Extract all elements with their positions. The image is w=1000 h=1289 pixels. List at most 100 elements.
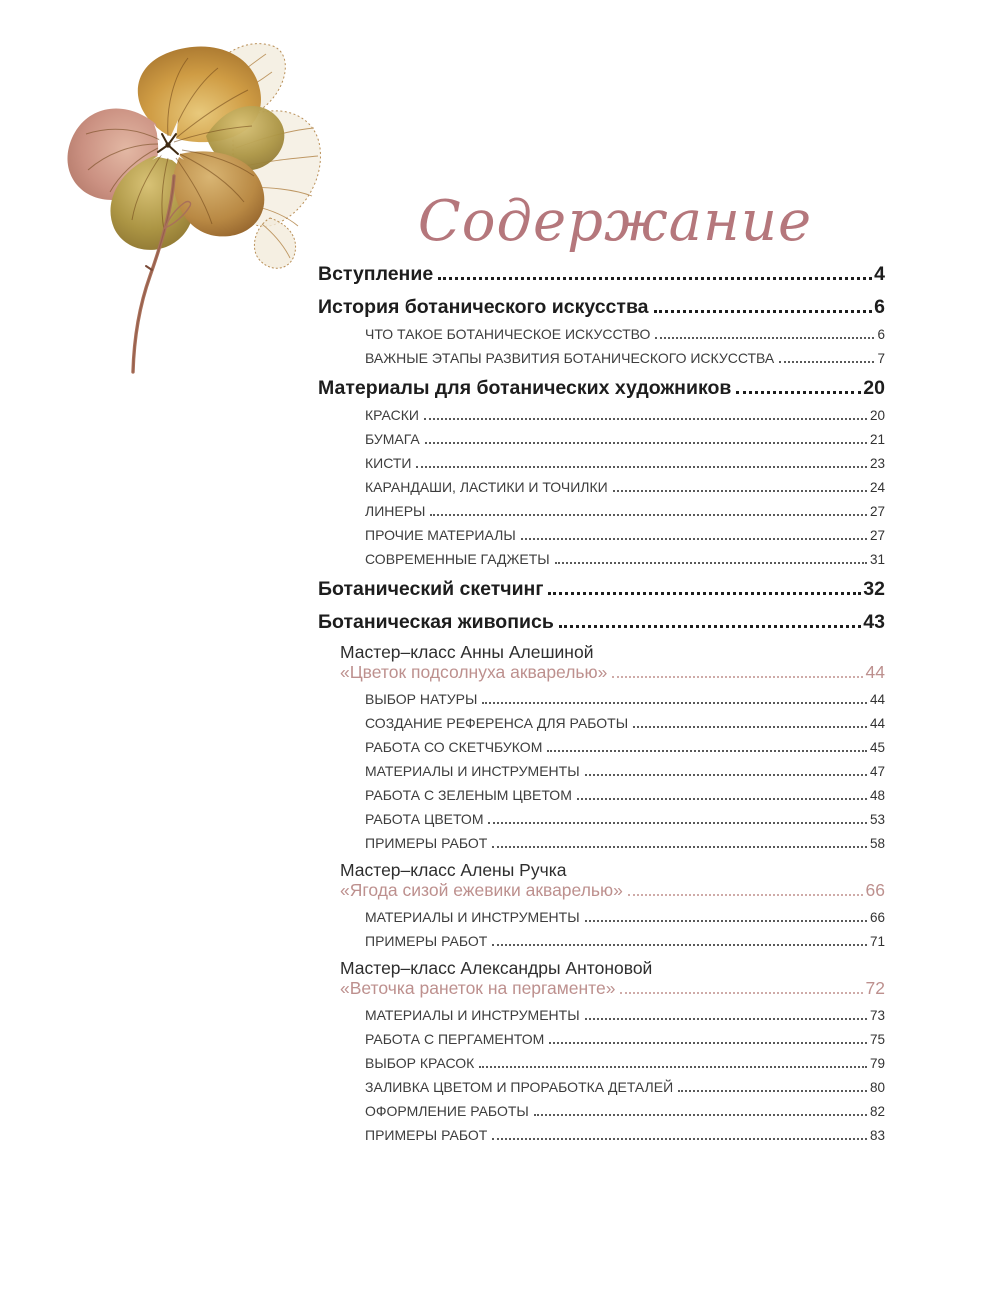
toc-entry: РАБОТА С ПЕРГАМЕНТОМ 75 [365, 1027, 885, 1051]
toc-page-number: 73 [869, 1007, 885, 1023]
toc-entry-label: Мастер–класс Алены Ручка [340, 860, 567, 880]
toc-entry: ПРИМЕРЫ РАБОТ 71 [365, 929, 885, 953]
toc-leader-dots [488, 821, 867, 824]
toc-entry-label: СОЗДАНИЕ РЕФЕРЕНСА ДЛЯ РАБОТЫ [365, 714, 629, 731]
toc-page-number: 24 [869, 479, 885, 495]
toc-entry-label: МАТЕРИАЛЫ И ИНСТРУМЕНТЫ [365, 1006, 580, 1023]
toc-entry: ВЫБОР КРАСОК 79 [365, 1051, 885, 1075]
toc-page-number: 58 [869, 835, 885, 851]
toc-entry-label: Ботанический скетчинг [318, 578, 544, 600]
toc-page-number: 80 [869, 1079, 885, 1095]
toc-entry: МАТЕРИАЛЫ И ИНСТРУМЕНТЫ 47 [365, 759, 885, 783]
toc-entry-label: РАБОТА С ЗЕЛЕНЫМ ЦВЕТОМ [365, 786, 572, 803]
toc-entry-label: История ботанического искусства [318, 296, 649, 318]
toc-entry-label: Ботаническая живопись [318, 611, 554, 633]
toc-entry-label: РАБОТА СО СКЕТЧБУКОМ [365, 738, 543, 755]
toc-page-number: 44 [869, 715, 885, 731]
toc-entry: ОФОРМЛЕНИЕ РАБОТЫ 82 [365, 1099, 885, 1123]
toc-page-number: 27 [869, 503, 885, 519]
toc-leader-dots [520, 537, 867, 540]
toc-leader-dots [479, 1065, 867, 1068]
toc-entry: ВЫБОР НАТУРЫ 44 [365, 687, 885, 711]
toc-entry: БУМАГА 21 [365, 427, 885, 451]
toc-entry: Мастер–класс Анны Алешиной [340, 637, 885, 662]
toc-entry: Вступление 4 [318, 256, 885, 289]
toc-leader-dots [627, 894, 863, 896]
toc-leader-dots [584, 773, 867, 776]
toc-entry-label: «Цветок подсолнуха акварелью» [340, 662, 608, 682]
toc-leader-dots [549, 1041, 867, 1044]
toc-leader-dots [430, 513, 867, 516]
toc-entry: ЗАЛИВКА ЦВЕТОМ И ПРОРАБОТКА ДЕТАЛЕЙ 80 [365, 1075, 885, 1099]
toc-entry-label: ВАЖНЫЕ ЭТАПЫ РАЗВИТИЯ БОТАНИЧЕСКОГО ИСКУ… [365, 349, 775, 366]
toc-page-number: 32 [863, 578, 885, 600]
toc-entry: РАБОТА СО СКЕТЧБУКОМ 45 [365, 735, 885, 759]
toc-page-number: 31 [869, 551, 885, 567]
toc-entry-label: ПРИМЕРЫ РАБОТ [365, 834, 488, 851]
toc-leader-dots [424, 441, 867, 444]
toc-page-number: 66 [865, 880, 885, 900]
toc-entry-label: Мастер–класс Анны Алешиной [340, 642, 594, 662]
toc-page-number: 72 [865, 978, 885, 998]
toc-leader-dots [492, 845, 867, 848]
toc-entry: Ботанический скетчинг 32 [318, 571, 885, 604]
toc-leader-dots [482, 701, 867, 704]
toc-page-number: 71 [869, 933, 885, 949]
toc-page-number: 53 [869, 811, 885, 827]
toc-page-number: 44 [869, 691, 885, 707]
toc-entry: РАБОТА С ЗЕЛЕНЫМ ЦВЕТОМ 48 [365, 783, 885, 807]
toc-leader-dots [554, 561, 867, 564]
toc-leader-dots [633, 725, 867, 728]
toc-entry: Ботаническая живопись 43 [318, 604, 885, 637]
toc-leader-dots [620, 992, 863, 994]
toc-entry-label: Материалы для ботанических художников [318, 377, 732, 399]
toc-page-number: 48 [869, 787, 885, 803]
toc-leader-dots [558, 625, 862, 628]
toc-entry: КАРАНДАШИ, ЛАСТИКИ И ТОЧИЛКИ 24 [365, 475, 885, 499]
toc-entry: МАТЕРИАЛЫ И ИНСТРУМЕНТЫ 73 [365, 1003, 885, 1027]
toc-entry-label: КРАСКИ [365, 406, 419, 423]
toc-entry: КИСТИ 23 [365, 451, 885, 475]
toc-leader-dots [584, 919, 867, 922]
toc-leader-dots [612, 489, 867, 492]
toc-entry: «Веточка ранеток на пергаменте» 72 [340, 978, 885, 1003]
toc-leader-dots [779, 360, 875, 363]
toc-page-number: 7 [877, 350, 885, 366]
toc-leader-dots [612, 676, 863, 678]
toc-entry-label: КИСТИ [365, 454, 412, 471]
toc-leader-dots [533, 1113, 867, 1116]
toc-entry-label: ПРИМЕРЫ РАБОТ [365, 932, 488, 949]
toc-entry-label: ВЫБОР КРАСОК [365, 1054, 475, 1071]
toc-entry-label: ЧТО ТАКОЕ БОТАНИЧЕСКОЕ ИСКУССТВО [365, 325, 651, 342]
toc-leader-dots [736, 391, 862, 394]
toc-entry-label: ЗАЛИВКА ЦВЕТОМ И ПРОРАБОТКА ДЕТАЛЕЙ [365, 1078, 674, 1095]
toc-page-number: 21 [869, 431, 885, 447]
toc-entry-label: РАБОТА ЦВЕТОМ [365, 810, 484, 827]
toc-entry: Мастер–класс Алены Ручка [340, 855, 885, 880]
toc-entry-label: ОФОРМЛЕНИЕ РАБОТЫ [365, 1102, 529, 1119]
toc-entry: СОВРЕМЕННЫЕ ГАДЖЕТЫ 31 [365, 547, 885, 571]
toc-page-number: 23 [869, 455, 885, 471]
toc-entry: ЧТО ТАКОЕ БОТАНИЧЕСКОЕ ИСКУССТВО 6 [365, 322, 885, 346]
toc-leader-dots [492, 943, 867, 946]
toc-entry: ПРИМЕРЫ РАБОТ 58 [365, 831, 885, 855]
toc-leader-dots [492, 1137, 867, 1140]
toc-page-number: 27 [869, 527, 885, 543]
toc-entry: ВАЖНЫЕ ЭТАПЫ РАЗВИТИЯ БОТАНИЧЕСКОГО ИСКУ… [365, 346, 885, 370]
toc-entry-label: КАРАНДАШИ, ЛАСТИКИ И ТОЧИЛКИ [365, 478, 608, 495]
toc-entry-label: БУМАГА [365, 430, 420, 447]
toc-page-number: 82 [869, 1103, 885, 1119]
toc-page-number: 79 [869, 1055, 885, 1071]
flower-sepals [67, 46, 285, 250]
toc-entry: ПРОЧИЕ МАТЕРИАЛЫ 27 [365, 523, 885, 547]
toc-entry-label: СОВРЕМЕННЫЕ ГАДЖЕТЫ [365, 550, 550, 567]
toc-entry: История ботанического искусства 6 [318, 289, 885, 322]
toc-entry-label: «Веточка ранеток на пергаменте» [340, 978, 616, 998]
toc-entry: СОЗДАНИЕ РЕФЕРЕНСА ДЛЯ РАБОТЫ 44 [365, 711, 885, 735]
toc-entry: Материалы для ботанических художников 20 [318, 370, 885, 403]
toc-page-number: 45 [869, 739, 885, 755]
toc-page-number: 6 [877, 326, 885, 342]
toc-leader-dots [548, 592, 862, 595]
toc-page-number: 20 [863, 377, 885, 399]
